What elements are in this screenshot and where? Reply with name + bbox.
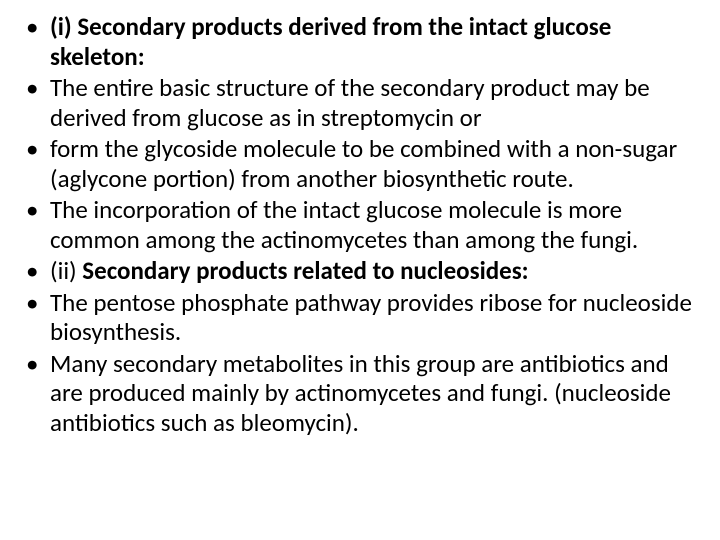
bullet-text: form the glycoside molecule to be combin… <box>50 133 677 194</box>
bullet-prefix: (ii) <box>50 255 82 286</box>
bullet-bold: (i) Secondary products derived from the … <box>50 11 611 72</box>
bullet-list: (i) Secondary products derived from the … <box>18 12 702 437</box>
bullet-text: The incorporation of the intact glucose … <box>50 194 638 255</box>
list-item: form the glycoside molecule to be combin… <box>18 134 702 193</box>
list-item: The incorporation of the intact glucose … <box>18 195 702 254</box>
list-item: The entire basic structure of the second… <box>18 73 702 132</box>
list-item: (i) Secondary products derived from the … <box>18 12 702 71</box>
bullet-bold: Secondary products related to nucleoside… <box>82 255 528 286</box>
bullet-text: Many secondary metabolites in this group… <box>50 348 671 438</box>
bullet-text: The entire basic structure of the second… <box>50 72 650 133</box>
list-item: (ii) Secondary products related to nucle… <box>18 256 702 286</box>
slide: (i) Secondary products derived from the … <box>18 12 702 528</box>
list-item: The pentose phosphate pathway provides r… <box>18 288 702 347</box>
list-item: Many secondary metabolites in this group… <box>18 349 702 438</box>
bullet-text: The pentose phosphate pathway provides r… <box>50 287 692 348</box>
